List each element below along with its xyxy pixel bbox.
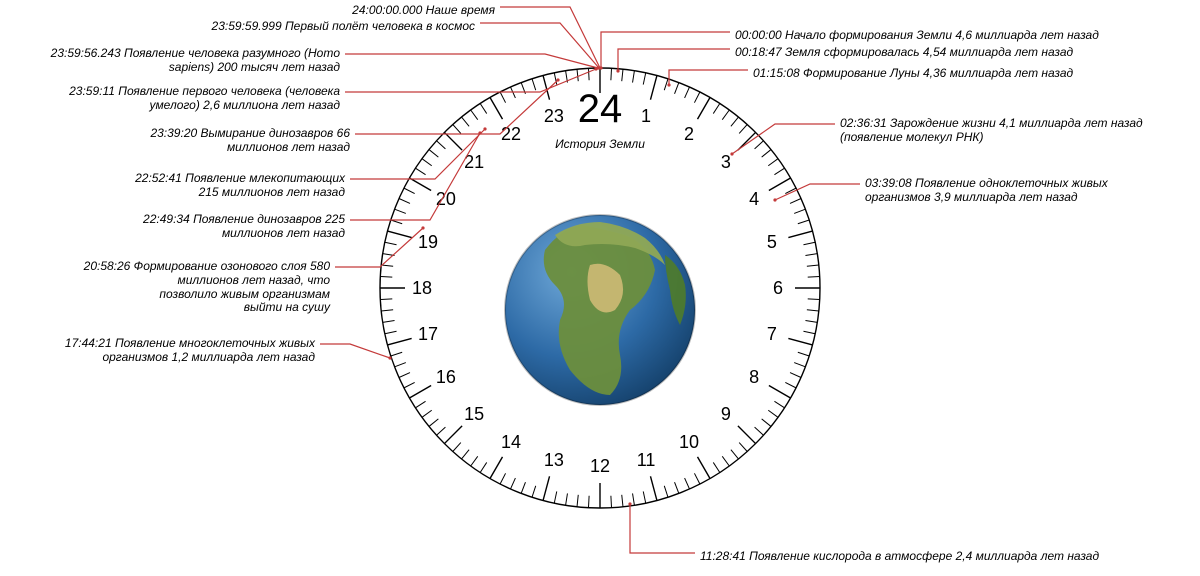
event-label: 03:39:08 Появление одноклеточных живых о… [865, 177, 1108, 205]
svg-text:4: 4 [749, 189, 759, 209]
event-label: 23:59:56.243 Появление человека разумног… [51, 47, 340, 75]
event-label: 23:59:11 Появление первого человека (чел… [69, 85, 340, 113]
svg-text:18: 18 [412, 278, 432, 298]
event-label: 00:00:00 Начало формирования Земли 4,6 м… [735, 29, 1099, 43]
svg-text:7: 7 [767, 324, 777, 344]
svg-text:12: 12 [590, 456, 610, 476]
event-label: 00:18:47 Земля сформировалась 4,54 милли… [735, 46, 1073, 60]
svg-text:6: 6 [773, 278, 783, 298]
svg-text:8: 8 [749, 367, 759, 387]
svg-text:22: 22 [501, 124, 521, 144]
event-label: 20:58:26 Формирование озонового слоя 580… [84, 260, 330, 315]
svg-text:24: 24 [578, 87, 623, 131]
svg-text:История Земли: История Земли [555, 137, 645, 151]
svg-text:2: 2 [684, 124, 694, 144]
svg-text:16: 16 [436, 367, 456, 387]
svg-text:1: 1 [641, 106, 651, 126]
event-label: 02:36:31 Зарождение жизни 4,1 миллиарда … [840, 117, 1143, 145]
svg-text:9: 9 [721, 404, 731, 424]
svg-text:17: 17 [418, 324, 438, 344]
event-label: 23:39:20 Вымирание динозавров 66 миллион… [150, 127, 350, 155]
svg-text:23: 23 [544, 106, 564, 126]
svg-text:11: 11 [637, 450, 656, 470]
event-label: 11:28:41 Появление кислорода в атмосфере… [700, 550, 1099, 564]
svg-text:13: 13 [544, 450, 564, 470]
event-label: 17:44:21 Появление многоклеточных живых … [65, 337, 315, 365]
event-label: 24:00:00.000 Наше время [352, 4, 495, 18]
event-label: 23:59:59.999 Первый полёт человека в кос… [212, 20, 475, 34]
svg-text:14: 14 [501, 432, 521, 452]
svg-text:19: 19 [418, 232, 438, 252]
event-label: 22:52:41 Появление млекопитающих 215 мил… [135, 172, 345, 200]
svg-text:15: 15 [464, 404, 484, 424]
svg-text:10: 10 [679, 432, 699, 452]
svg-text:5: 5 [767, 232, 777, 252]
event-label: 01:15:08 Формирование Луны 4,36 миллиард… [753, 67, 1073, 81]
svg-text:3: 3 [721, 152, 731, 172]
event-label: 22:49:34 Появление динозавров 225 миллио… [143, 213, 345, 241]
